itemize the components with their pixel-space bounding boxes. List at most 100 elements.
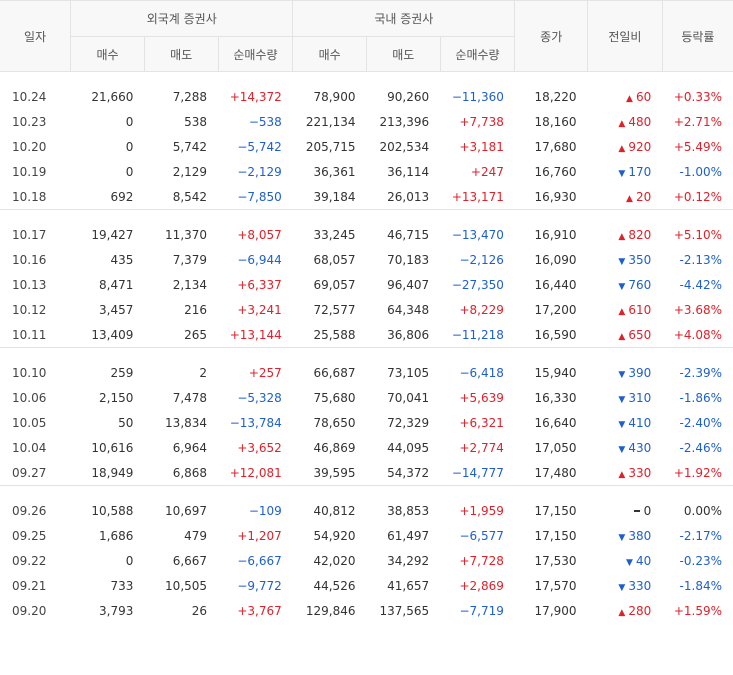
header-domestic-sell: 매도: [365, 36, 441, 72]
cell-diff: ▲ 650: [588, 322, 663, 348]
down-arrow-icon: ▼: [618, 168, 626, 179]
cell-close-price: 17,900: [534, 603, 577, 618]
cell-rate: +5.10%: [673, 227, 722, 242]
cell-foreign-sell: 6,667: [172, 553, 208, 568]
cell-diff: ▲ 610: [588, 297, 663, 322]
cell-diff: 0: [588, 498, 663, 523]
up-arrow-icon: ▲: [626, 193, 633, 204]
diff-value: 350: [628, 252, 652, 267]
cell-domestic-net: +247: [470, 164, 504, 179]
cell-foreign-buy: 3,793: [99, 603, 134, 618]
cell-foreign-sell: 2: [199, 365, 208, 380]
cell-date: 10.18: [12, 189, 47, 204]
cell-date: 09.20: [12, 603, 47, 618]
cell-foreign-net: +13,144: [229, 327, 282, 342]
cell-close-price: 16,930: [534, 189, 577, 204]
cell-rate: +0.12%: [673, 189, 722, 204]
cell-domestic-sell: 36,114: [387, 164, 430, 179]
table-row: 09.26 10,588 10,697 −109 40,812 38,853 +1,959 1…: [0, 498, 733, 523]
cell-domestic-sell: 38,853: [387, 503, 430, 518]
cell-date: 10.19: [12, 164, 47, 179]
table-row: 10.20 0 5,742 −5,742 205,715 202,534 +3,181 17,…: [0, 134, 733, 159]
cell-rate: 0.00%: [683, 503, 722, 518]
cell-diff: ▼ 310: [588, 385, 663, 410]
cell-domestic-net: −27,350: [451, 277, 504, 292]
cell-foreign-buy: 8,471: [99, 277, 134, 292]
header-rate: 등락률: [661, 0, 733, 72]
diff-value: 60: [635, 89, 652, 104]
header-close: 종가: [514, 0, 588, 72]
cell-diff: ▼ 760: [588, 272, 663, 297]
cell-domestic-net: +5,639: [459, 390, 504, 405]
group-separator: [0, 485, 733, 498]
cell-foreign-sell: 6,868: [172, 465, 208, 480]
cell-rate: +1.59%: [673, 603, 722, 618]
cell-close-price: 16,090: [534, 252, 577, 267]
cell-foreign-sell: 5,742: [172, 139, 208, 154]
up-arrow-icon: ▲: [618, 143, 626, 154]
cell-domestic-sell: 36,806: [387, 327, 430, 342]
cell-foreign-net: −6,944: [237, 252, 282, 267]
cell-foreign-net: +1,207: [237, 528, 282, 543]
diff-value: 170: [628, 164, 652, 179]
table-row: 10.11 13,409 265 +13,144 25,588 36,806 −11,218…: [0, 322, 733, 348]
separator-cell: [0, 485, 733, 498]
cell-domestic-net: +3,181: [459, 139, 504, 154]
cell-rate: +0.33%: [673, 89, 722, 104]
cell-foreign-buy: 21,660: [91, 89, 134, 104]
cell-rate: -1.86%: [679, 390, 722, 405]
diff-value: 40: [635, 553, 652, 568]
cell-domestic-buy: 78,650: [313, 415, 356, 430]
cell-domestic-buy: 66,687: [313, 365, 356, 380]
table-row: 10.10 259 2 +257 66,687 73,105 −6,418 15,940 ▼ 39…: [0, 360, 733, 385]
cell-foreign-sell: 538: [184, 114, 208, 129]
cell-domestic-buy: 40,812: [313, 503, 356, 518]
cell-diff: ▼ 40: [588, 548, 663, 573]
cell-rate: -1.84%: [679, 578, 722, 593]
header-date: 일자: [0, 0, 71, 72]
cell-foreign-buy: 10,616: [91, 440, 134, 455]
header-diff: 전일비: [587, 0, 663, 72]
header-domestic-group: 국내 증권사: [292, 0, 515, 37]
cell-foreign-net: −109: [248, 503, 282, 518]
cell-foreign-buy: 19,427: [91, 227, 134, 242]
diff-value: 410: [628, 415, 652, 430]
up-arrow-icon: ▲: [626, 93, 633, 104]
header-domestic-net: 순매수량: [439, 36, 515, 72]
table-row: 10.17 19,427 11,370 +8,057 33,245 46,715 −13,4…: [0, 222, 733, 247]
diff-value: 20: [635, 189, 652, 204]
cell-date: 09.22: [12, 553, 47, 568]
cell-domestic-buy: 78,900: [313, 89, 356, 104]
cell-domestic-net: +2,869: [459, 578, 504, 593]
table-row: 10.18 692 8,542 −7,850 39,184 26,013 +13,171 16…: [0, 184, 733, 210]
separator-cell: [0, 347, 733, 360]
cell-foreign-buy: 10,588: [91, 503, 134, 518]
table-row: 10.04 10,616 6,964 +3,652 46,869 44,095 +2,774…: [0, 435, 733, 460]
cell-domestic-sell: 34,292: [387, 553, 430, 568]
cell-close-price: 17,150: [534, 503, 577, 518]
cell-foreign-buy: 1,686: [99, 528, 134, 543]
diff-value: 820: [628, 227, 652, 242]
table-row: 09.20 3,793 26 +3,767 129,846 137,565 −7,719 17…: [0, 598, 733, 623]
cell-foreign-sell: 7,288: [172, 89, 208, 104]
cell-domestic-buy: 44,526: [313, 578, 356, 593]
cell-foreign-net: +6,337: [237, 277, 282, 292]
cell-date: 10.24: [12, 89, 47, 104]
cell-domestic-sell: 46,715: [387, 227, 430, 242]
down-arrow-icon: ▼: [618, 582, 626, 593]
diff-value: 330: [628, 578, 652, 593]
diff-value: 920: [628, 139, 652, 154]
down-arrow-icon: ▼: [618, 281, 626, 292]
cell-domestic-sell: 96,407: [387, 277, 430, 292]
separator-cell: [0, 72, 733, 85]
cell-date: 09.21: [12, 578, 47, 593]
table-row: 10.19 0 2,129 −2,129 36,361 36,114 +247 16,760 ▼…: [0, 159, 733, 184]
down-arrow-icon: ▼: [618, 369, 626, 380]
separator-cell: [0, 209, 733, 222]
cell-diff: ▲ 480: [588, 109, 663, 134]
cell-domestic-buy: 36,361: [313, 164, 356, 179]
diff-value: 480: [628, 114, 652, 129]
cell-close-price: 17,480: [534, 465, 577, 480]
cell-domestic-sell: 41,657: [387, 578, 430, 593]
cell-foreign-sell: 10,505: [165, 578, 208, 593]
